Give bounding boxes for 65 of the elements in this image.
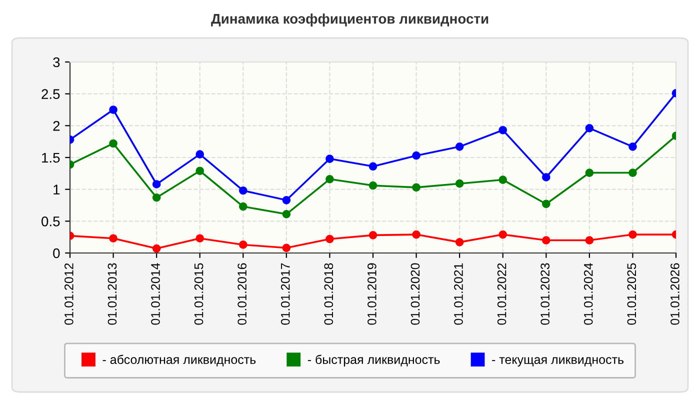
point (628, 230, 637, 239)
x-tick-label: 01.01.2023 (540, 263, 550, 325)
point (326, 234, 334, 244)
x-tick-label: 01.01.2015 (194, 263, 204, 325)
point (628, 168, 637, 177)
x-tick-label: 01.01.2019 (368, 263, 376, 325)
x-tick-label: 01.01.2024 (584, 263, 593, 325)
x-tick-label: 01.01.2020 (410, 263, 420, 325)
chart-title: Динамика коэффициентов ликвидности (211, 14, 488, 26)
x-tick-label: 01.01.2014 (151, 263, 160, 325)
point (196, 150, 204, 158)
point (196, 234, 204, 243)
point (498, 126, 508, 134)
point (368, 181, 378, 190)
point (109, 234, 118, 243)
point (238, 202, 248, 211)
point (152, 180, 161, 188)
x-tick-label: 01.01.2013 (108, 263, 117, 325)
y-tick-label: 1 (54, 184, 60, 194)
point (585, 124, 594, 132)
legend-label: - быстрая ликвидность (308, 354, 440, 366)
point (542, 173, 550, 182)
y-tick-label: 2.5 (42, 89, 60, 100)
point (498, 230, 508, 239)
y-tick-label: 0 (53, 248, 60, 258)
point (498, 176, 508, 184)
point (585, 168, 594, 177)
x-tick-label: 01.01.2018 (324, 263, 334, 325)
point (238, 186, 248, 195)
y-tick-label: 0.5 (42, 216, 60, 226)
point (628, 142, 637, 151)
y-tick-label: 2 (53, 121, 60, 131)
point (542, 236, 550, 244)
point (326, 174, 334, 184)
point (152, 244, 161, 253)
point (412, 151, 420, 160)
point (238, 240, 248, 249)
point (282, 210, 291, 218)
legend-label: - текущая ликвидность (492, 357, 624, 366)
x-tick-label: 01.01.2016 (238, 263, 246, 325)
point (282, 196, 291, 204)
point (109, 139, 118, 148)
y-tick-label: 3 (53, 57, 60, 68)
point (368, 231, 378, 240)
point (326, 154, 334, 163)
point (412, 183, 420, 192)
y-tick-label: 1.5 (42, 152, 60, 163)
point (455, 179, 464, 188)
point (109, 106, 118, 114)
x-tick-label: 01.01.2026 (670, 263, 680, 325)
point (152, 193, 161, 202)
point (455, 142, 464, 151)
point (455, 238, 464, 246)
point (368, 162, 378, 171)
legend-label: - абсолютная ликвидность (102, 354, 256, 366)
x-tick-label: 01.01.2022 (497, 263, 506, 325)
point (196, 166, 204, 176)
x-tick-label: 01.01.2021 (454, 263, 463, 325)
point (282, 244, 291, 252)
x-tick-label: 01.01.2025 (627, 263, 636, 325)
x-tick-label: 01.01.2012 (64, 263, 74, 325)
x-tick-label: 01.01.2017 (280, 263, 290, 325)
point (585, 236, 594, 244)
point (542, 200, 550, 208)
point (412, 230, 420, 239)
